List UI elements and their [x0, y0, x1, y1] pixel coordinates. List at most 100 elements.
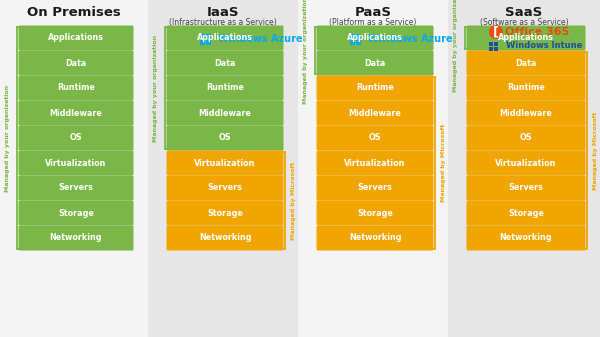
FancyBboxPatch shape	[488, 41, 493, 45]
Text: Managed by your organization: Managed by your organization	[304, 0, 308, 104]
Text: Managed by your organization: Managed by your organization	[5, 85, 11, 191]
Text: Virtualization: Virtualization	[344, 158, 406, 167]
FancyBboxPatch shape	[467, 151, 586, 176]
Text: Middleware: Middleware	[50, 109, 103, 118]
Text: Windows Azure: Windows Azure	[218, 34, 302, 44]
Text: Storage: Storage	[207, 209, 243, 217]
Text: SaaS: SaaS	[505, 5, 542, 19]
FancyBboxPatch shape	[19, 75, 133, 100]
Text: Networking: Networking	[50, 234, 102, 243]
FancyBboxPatch shape	[167, 176, 284, 201]
Text: Networking: Networking	[349, 234, 401, 243]
FancyBboxPatch shape	[167, 151, 284, 176]
Text: Middleware: Middleware	[349, 109, 401, 118]
FancyBboxPatch shape	[317, 51, 433, 75]
FancyBboxPatch shape	[317, 125, 433, 151]
FancyBboxPatch shape	[488, 47, 493, 51]
Text: Data: Data	[364, 59, 386, 67]
FancyBboxPatch shape	[355, 39, 361, 44]
FancyBboxPatch shape	[19, 201, 133, 225]
Text: Managed by Microsoft: Managed by Microsoft	[292, 161, 296, 240]
Text: Networking: Networking	[500, 234, 552, 243]
Text: Runtime: Runtime	[507, 84, 545, 92]
Text: Virtualization: Virtualization	[46, 158, 107, 167]
FancyBboxPatch shape	[199, 33, 205, 38]
FancyBboxPatch shape	[19, 51, 133, 75]
FancyBboxPatch shape	[19, 176, 133, 201]
FancyBboxPatch shape	[205, 39, 211, 44]
FancyBboxPatch shape	[19, 151, 133, 176]
FancyBboxPatch shape	[167, 225, 284, 250]
Text: Middleware: Middleware	[500, 109, 553, 118]
FancyBboxPatch shape	[167, 51, 284, 75]
Text: Managed by your organization: Managed by your organization	[154, 34, 158, 142]
Text: Office 365: Office 365	[505, 27, 569, 37]
FancyBboxPatch shape	[167, 201, 284, 225]
FancyBboxPatch shape	[317, 75, 433, 100]
Text: OS: OS	[520, 133, 532, 143]
FancyBboxPatch shape	[298, 0, 448, 337]
Text: Networking: Networking	[199, 234, 251, 243]
Text: OS: OS	[368, 133, 382, 143]
Text: Virtualization: Virtualization	[194, 158, 256, 167]
FancyBboxPatch shape	[467, 225, 586, 250]
Text: Servers: Servers	[59, 184, 94, 192]
Text: Runtime: Runtime	[356, 84, 394, 92]
FancyBboxPatch shape	[467, 51, 586, 75]
Text: Managed by Microsoft: Managed by Microsoft	[442, 124, 446, 202]
FancyBboxPatch shape	[19, 125, 133, 151]
FancyBboxPatch shape	[467, 176, 586, 201]
FancyBboxPatch shape	[317, 176, 433, 201]
FancyBboxPatch shape	[467, 75, 586, 100]
Text: Servers: Servers	[208, 184, 242, 192]
Text: Windows Intune: Windows Intune	[506, 41, 583, 51]
Text: [: [	[493, 26, 499, 38]
Text: IaaS: IaaS	[207, 5, 239, 19]
FancyBboxPatch shape	[317, 225, 433, 250]
Text: Runtime: Runtime	[206, 84, 244, 92]
FancyBboxPatch shape	[467, 26, 586, 51]
FancyBboxPatch shape	[349, 33, 355, 38]
Text: Runtime: Runtime	[57, 84, 95, 92]
Text: Applications: Applications	[48, 33, 104, 42]
Text: Applications: Applications	[197, 33, 253, 42]
FancyBboxPatch shape	[493, 41, 497, 45]
FancyBboxPatch shape	[19, 26, 133, 51]
FancyBboxPatch shape	[19, 100, 133, 125]
FancyBboxPatch shape	[493, 47, 497, 51]
FancyBboxPatch shape	[167, 125, 284, 151]
Text: Data: Data	[515, 59, 536, 67]
Text: (Infrastructure as a Service): (Infrastructure as a Service)	[169, 19, 277, 28]
Text: PaaS: PaaS	[355, 5, 392, 19]
Text: Windows Azure: Windows Azure	[368, 34, 452, 44]
Text: Servers: Servers	[358, 184, 392, 192]
FancyBboxPatch shape	[355, 33, 361, 38]
FancyBboxPatch shape	[467, 125, 586, 151]
Text: Managed by your organization: Managed by your organization	[454, 0, 458, 92]
FancyBboxPatch shape	[148, 0, 298, 337]
Text: Storage: Storage	[508, 209, 544, 217]
Text: Managed by Microsoft: Managed by Microsoft	[593, 111, 599, 190]
FancyBboxPatch shape	[448, 0, 600, 337]
FancyBboxPatch shape	[317, 201, 433, 225]
FancyBboxPatch shape	[19, 225, 133, 250]
Text: Data: Data	[214, 59, 236, 67]
FancyBboxPatch shape	[317, 26, 433, 51]
Text: Storage: Storage	[58, 209, 94, 217]
Text: OS: OS	[218, 133, 232, 143]
Text: Applications: Applications	[498, 33, 554, 42]
Text: (Platform as a Service): (Platform as a Service)	[329, 19, 416, 28]
FancyBboxPatch shape	[0, 0, 148, 337]
FancyBboxPatch shape	[349, 39, 355, 44]
FancyBboxPatch shape	[167, 75, 284, 100]
Text: Servers: Servers	[509, 184, 544, 192]
FancyBboxPatch shape	[467, 201, 586, 225]
Text: Virtualization: Virtualization	[496, 158, 557, 167]
Circle shape	[489, 25, 503, 39]
Text: (Software as a Service): (Software as a Service)	[479, 19, 568, 28]
Text: Applications: Applications	[347, 33, 403, 42]
FancyBboxPatch shape	[317, 151, 433, 176]
Text: Data: Data	[65, 59, 86, 67]
Text: Storage: Storage	[357, 209, 393, 217]
FancyBboxPatch shape	[167, 26, 284, 51]
